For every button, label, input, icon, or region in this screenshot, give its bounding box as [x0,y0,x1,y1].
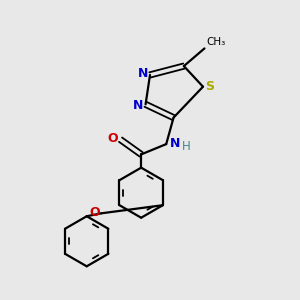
Text: H: H [182,140,190,153]
Text: S: S [205,80,214,93]
Text: N: N [170,137,180,150]
Text: N: N [133,99,143,112]
Text: CH₃: CH₃ [207,37,226,47]
Text: N: N [138,67,148,80]
Text: O: O [89,206,100,219]
Text: O: O [108,132,118,145]
